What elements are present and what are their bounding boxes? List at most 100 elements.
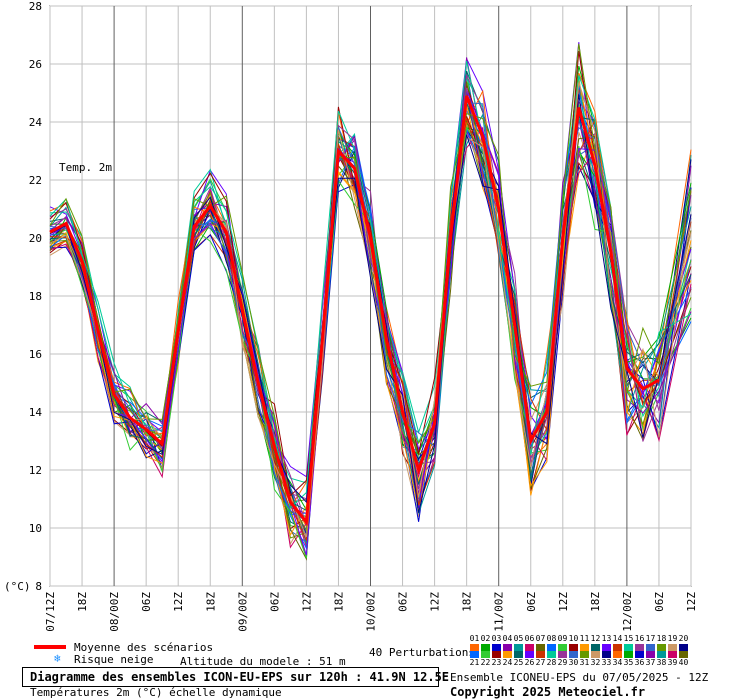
perturbation-swatch	[580, 651, 589, 658]
perturbation-swatch	[624, 651, 633, 658]
perturbation-swatch	[591, 644, 600, 651]
perturbation-swatch	[536, 651, 545, 658]
x-tick-label: 18Z	[332, 592, 345, 612]
perturbation-number: 30	[568, 658, 579, 667]
perturbation-swatch	[580, 644, 589, 651]
perturbation-number: 10	[568, 634, 579, 643]
perturbation-swatch	[602, 644, 611, 651]
perturbation-number: 37	[645, 658, 656, 667]
title-box	[22, 667, 439, 687]
perturbation-number: 26	[524, 658, 535, 667]
perturbation-number: 22	[480, 658, 491, 667]
perturbation-swatch	[569, 651, 578, 658]
x-tick-label: 08/00Z	[108, 592, 121, 632]
perturbation-swatch	[668, 651, 677, 658]
perturbation-swatch	[514, 651, 523, 658]
mean-line	[49, 95, 660, 527]
perturbation-number: 15	[623, 634, 634, 643]
perturbation-number: 13	[601, 634, 612, 643]
chart-subtitle: Températures 2m (°C) échelle dynamique	[30, 686, 282, 699]
perturbation-swatch	[525, 644, 534, 651]
perturbation-number: 23	[491, 658, 502, 667]
perturbation-number: 27	[535, 658, 546, 667]
x-tick-label: 12Z	[685, 592, 698, 612]
x-tick-label: 09/00Z	[236, 592, 249, 632]
member-line	[49, 125, 692, 559]
perturbation-swatch	[646, 651, 655, 658]
x-tick-label: 06Z	[268, 592, 281, 612]
perturbation-number: 16	[634, 634, 645, 643]
x-tick-label: 18Z	[589, 592, 602, 612]
y-tick-label: 16	[29, 348, 42, 361]
perturbation-number: 07	[535, 634, 546, 643]
perturbation-number: 35	[623, 658, 634, 667]
x-axis-ticks: 07/12Z 18Z 08/00Z 06Z 12Z 18Z 09/00Z 06Z 12Z 18Z 1…	[44, 592, 698, 632]
perturbation-swatch	[558, 651, 567, 658]
x-tick-label: 12Z	[557, 592, 570, 612]
x-tick-label: 12/00Z	[621, 592, 634, 632]
altitude-label: Altitude du modele : 51 m	[180, 655, 346, 668]
x-tick-label: 18Z	[204, 592, 217, 612]
perturbation-number: 14	[612, 634, 623, 643]
perturbations-label: 40 Perturbations	[369, 646, 475, 659]
x-tick-label: 10/00Z	[365, 592, 378, 632]
perturbation-number: 40	[678, 658, 689, 667]
perturbation-swatch	[525, 651, 534, 658]
perturbation-swatch	[492, 651, 501, 658]
perturbation-number: 11	[579, 634, 590, 643]
perturbation-number: 01	[469, 634, 480, 643]
snowflake-icon: ❄	[54, 652, 61, 665]
perturbation-swatch	[657, 651, 666, 658]
perturbation-swatch	[635, 644, 644, 651]
member-line	[49, 82, 692, 538]
x-tick-label: 12Z	[300, 592, 313, 612]
perturbation-number: 19	[667, 634, 678, 643]
perturbation-number: 04	[502, 634, 513, 643]
snow-legend-label: Risque neige	[74, 653, 154, 666]
perturbation-number: 09	[557, 634, 568, 643]
perturbation-number: 38	[656, 658, 667, 667]
perturbation-number: 08	[546, 634, 557, 643]
x-tick-label: 06Z	[140, 592, 153, 612]
y-tick-label: 18	[29, 290, 42, 303]
y-tick-label: 14	[29, 406, 43, 419]
perturbation-number: 28	[546, 658, 557, 667]
perturbation-number: 06	[524, 634, 535, 643]
perturbation-number: 12	[590, 634, 601, 643]
perturbation-number: 17	[645, 634, 656, 643]
perturbation-number: 31	[579, 658, 590, 667]
y-tick-label: 26	[29, 58, 42, 71]
perturbation-swatch	[503, 644, 512, 651]
perturbation-number: 32	[590, 658, 601, 667]
perturbation-number: 20	[678, 634, 689, 643]
perturbation-swatch	[679, 651, 688, 658]
ensemble-chart: 8 10 12 14 16 18 20 22 24 26 28 07/12Z 18Z 08/00Z 06Z…	[4, 0, 698, 632]
perturbation-number: 24	[502, 658, 513, 667]
mean-legend-label: Moyenne des scénarios	[74, 641, 214, 654]
x-tick-label: 12Z	[172, 592, 185, 612]
perturbation-number: 03	[491, 634, 502, 643]
x-tick-label: 18Z	[76, 592, 89, 612]
mean-legend-swatch	[34, 645, 66, 649]
mean-series-line	[49, 95, 660, 527]
perturbation-swatch	[591, 651, 600, 658]
perturbation-swatch	[547, 644, 556, 651]
perturbation-swatch	[481, 644, 490, 651]
perturbation-number: 36	[634, 658, 645, 667]
x-tick-label: 07/12Z	[44, 592, 57, 632]
y-tick-label: 20	[29, 232, 42, 245]
y-tick-label: 8	[35, 580, 42, 593]
perturbation-number: 18	[656, 634, 667, 643]
x-tick-label: 06Z	[653, 592, 666, 612]
chart-title: Diagramme des ensembles ICON-EU-EPS sur …	[30, 670, 450, 684]
perturbation-swatch	[602, 651, 611, 658]
perturbation-number: 33	[601, 658, 612, 667]
perturbation-swatch	[470, 644, 479, 651]
y-tick-label: 12	[29, 464, 42, 477]
perturbation-number: 05	[513, 634, 524, 643]
perturbation-swatch	[470, 651, 479, 658]
perturbation-swatch	[536, 644, 545, 651]
perturbation-swatch	[624, 644, 633, 651]
y-tick-label: 10	[29, 522, 42, 535]
y-axis-ticks: 8 10 12 14 16 18 20 22 24 26 28	[29, 0, 43, 593]
